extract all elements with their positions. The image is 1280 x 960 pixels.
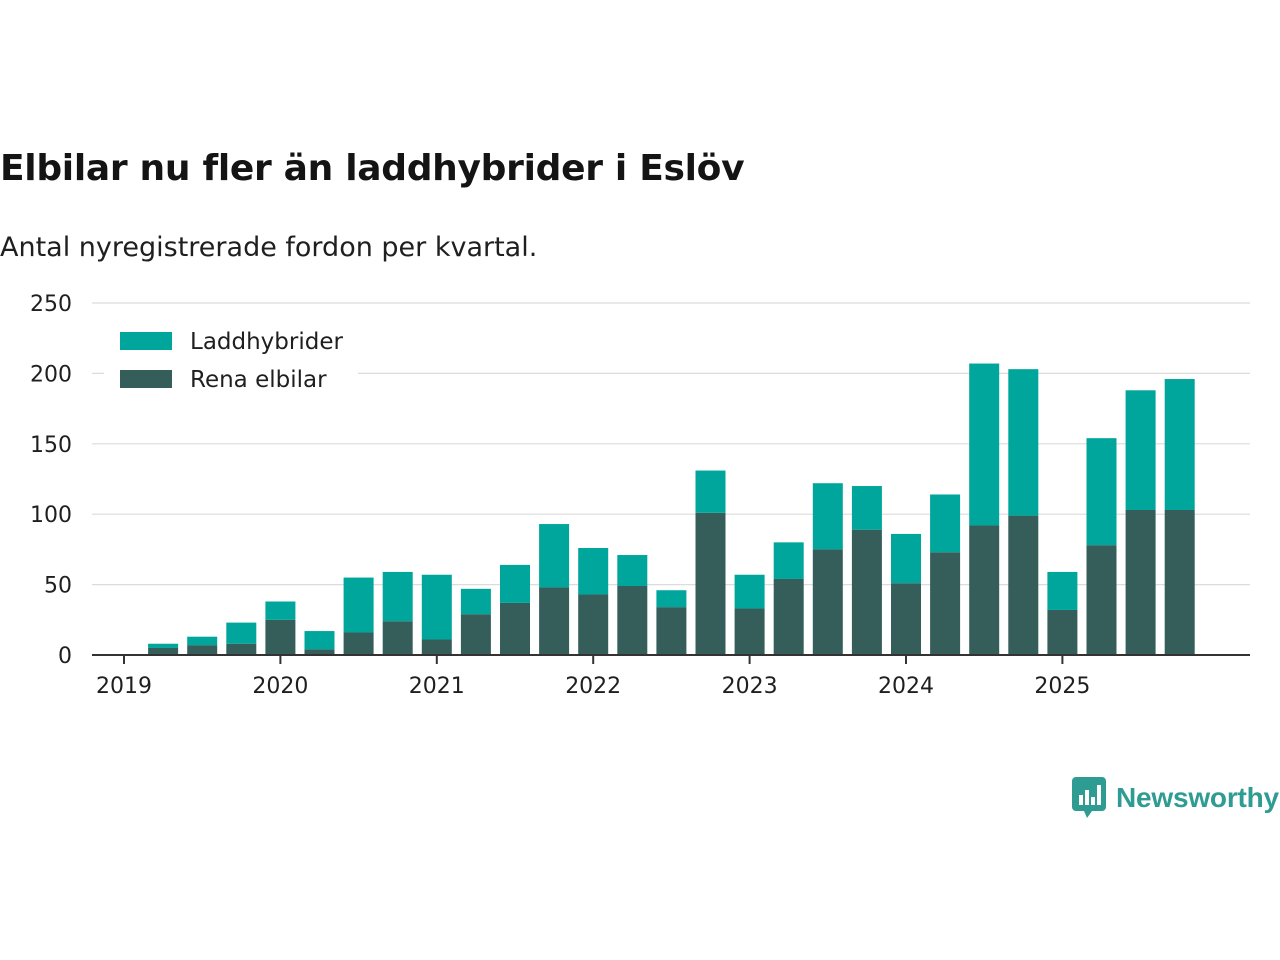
bar-laddhybrider bbox=[187, 636, 218, 646]
bar-laddhybrider bbox=[382, 571, 413, 622]
bar-rena-elbilar bbox=[500, 602, 530, 655]
bar-rena-elbilar bbox=[1125, 509, 1156, 655]
bar-rena-elbilar bbox=[578, 594, 609, 655]
bar-laddhybrider bbox=[421, 574, 452, 640]
bar-laddhybrider bbox=[773, 542, 804, 579]
bar-laddhybrider bbox=[500, 564, 530, 603]
bar-rena-elbilar bbox=[343, 632, 374, 655]
y-tick-label: 150 bbox=[30, 433, 72, 458]
x-tick-label: 2025 bbox=[1034, 674, 1090, 699]
chart-title: Elbilar nu fler än laddhybrider i Eslöv bbox=[0, 148, 745, 189]
stacked-bar-chart: 0 50 100 150 200 250 2019 2020 2021 2022 2023 2024 2… bbox=[30, 292, 1250, 699]
bar-rena-elbilar bbox=[656, 607, 687, 655]
bar-rena-elbilar bbox=[1008, 515, 1039, 655]
x-tick-label: 2020 bbox=[252, 674, 308, 699]
bar-laddhybrider bbox=[578, 547, 609, 595]
brand-logo: Newsworthy bbox=[1072, 776, 1279, 820]
bar-rena-elbilar bbox=[1047, 609, 1078, 655]
bar-rena-elbilar bbox=[460, 614, 491, 655]
bar-rena-elbilar bbox=[695, 512, 726, 655]
bar-laddhybrider bbox=[617, 555, 648, 587]
bar-rena-elbilar bbox=[1164, 509, 1195, 655]
legend-swatch-rena-elbilar bbox=[120, 370, 172, 388]
bar-laddhybrider bbox=[1047, 571, 1078, 610]
x-tick-label: 2019 bbox=[96, 674, 152, 699]
bar-laddhybrider bbox=[265, 601, 296, 620]
x-tick-label: 2023 bbox=[722, 674, 778, 699]
bar-rena-elbilar bbox=[226, 643, 257, 655]
bar-laddhybrider bbox=[656, 590, 687, 608]
bar-laddhybrider bbox=[1008, 369, 1039, 516]
bar-laddhybrider bbox=[695, 470, 726, 513]
legend-label-laddhybrider: Laddhybrider bbox=[190, 329, 343, 355]
bar-rena-elbilar bbox=[773, 578, 804, 655]
bar-laddhybrider bbox=[460, 588, 491, 615]
bar-rena-elbilar bbox=[930, 552, 961, 655]
x-tick-label: 2024 bbox=[878, 674, 934, 699]
y-tick-label: 0 bbox=[58, 644, 72, 669]
bar-laddhybrider bbox=[891, 533, 921, 584]
bar-rena-elbilar bbox=[421, 639, 452, 655]
bar-laddhybrider bbox=[812, 483, 843, 550]
bar-rena-elbilar bbox=[617, 586, 648, 655]
y-tick-label: 50 bbox=[44, 574, 72, 599]
bar-rena-elbilar bbox=[265, 619, 296, 655]
bar-rena-elbilar bbox=[851, 529, 882, 655]
bar-laddhybrider bbox=[304, 631, 335, 650]
bar-laddhybrider bbox=[734, 574, 765, 609]
bar-laddhybrider bbox=[851, 486, 882, 530]
bar-rena-elbilar bbox=[539, 587, 570, 655]
bar-laddhybrider bbox=[343, 577, 374, 633]
bar-laddhybrider bbox=[226, 622, 257, 644]
legend-label-rena-elbilar: Rena elbilar bbox=[190, 367, 327, 393]
bar-laddhybrider bbox=[969, 363, 1000, 526]
y-tick-label: 100 bbox=[30, 503, 72, 528]
bar-rena-elbilar bbox=[148, 647, 179, 655]
x-tick-label: 2022 bbox=[565, 674, 621, 699]
bar-rena-elbilar bbox=[734, 608, 765, 655]
brand-name: Newsworthy bbox=[1116, 782, 1279, 813]
bar-rena-elbilar bbox=[382, 621, 413, 655]
y-tick-label: 200 bbox=[30, 362, 72, 387]
chart-subtitle: Antal nyregistrerade fordon per kvartal. bbox=[0, 232, 538, 263]
y-tick-label: 250 bbox=[30, 292, 72, 317]
bar-laddhybrider bbox=[1086, 438, 1117, 546]
x-tick-label: 2021 bbox=[409, 674, 465, 699]
newsworthy-logo-icon bbox=[1072, 777, 1106, 818]
bar-rena-elbilar bbox=[812, 549, 843, 655]
bar-laddhybrider bbox=[930, 494, 961, 553]
bar-laddhybrider bbox=[1125, 390, 1156, 510]
bar-laddhybrider bbox=[148, 643, 179, 648]
bar-rena-elbilar bbox=[1086, 545, 1117, 655]
bar-rena-elbilar bbox=[891, 583, 921, 655]
bar-rena-elbilar bbox=[187, 645, 218, 655]
bar-rena-elbilar bbox=[969, 525, 1000, 655]
legend-swatch-laddhybrider bbox=[120, 332, 172, 350]
bar-laddhybrider bbox=[1164, 379, 1195, 510]
bar-rena-elbilar bbox=[304, 649, 335, 655]
bar-laddhybrider bbox=[539, 524, 570, 588]
